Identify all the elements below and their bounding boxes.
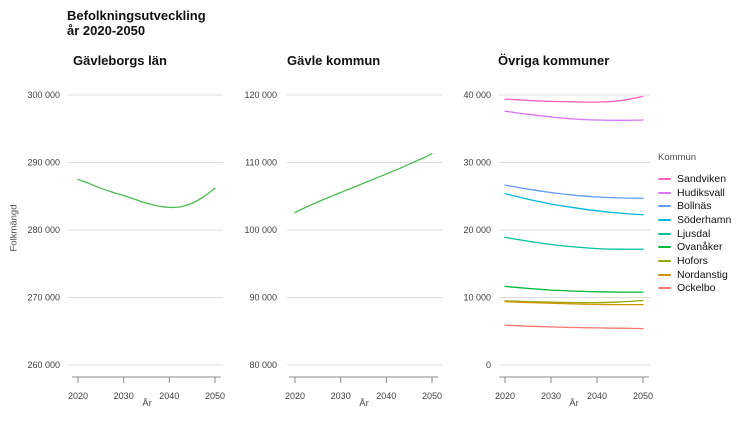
chart-main-title: Befolkningsutveckling år 2020-2050 [67,8,206,38]
series-line-hudiksvall [504,110,644,121]
legend-item: Ljusdal [658,227,731,241]
series-line-hofors [504,299,644,304]
x-tick-label: 2050 [205,391,225,401]
legend-item: Söderhamn [658,213,731,227]
x-tick-label: 2020 [285,391,305,401]
x-axis-title-panel-3: År [569,398,579,409]
series-line-s-derhamn [504,192,644,216]
legend-label: Söderhamn [677,213,732,226]
x-tick-label: 2020 [495,391,515,401]
legend-label: Nordanstig [677,268,728,281]
x-axis-title-panel-1: År [142,398,152,409]
legend-swatch-icon [658,259,671,262]
x-tick-label: 2030 [114,391,134,401]
y-tick-label: 300 000 [27,90,60,100]
y-tick-label: 0 [486,360,491,370]
x-tick-label: 2050 [422,391,442,401]
series-line-ovan-ker [504,285,644,293]
legend-item: Nordanstig [658,268,731,282]
series-line-g-vle-kommun [294,153,433,214]
x-tick-label: 2040 [587,391,607,401]
series-line-sandviken [504,95,644,103]
legend-label: Bollnäs [677,200,712,213]
series-line-g-vleborgs-l-n [77,178,216,209]
legend-items: Sandviken Hudiksvall Bollnäs Söderhamn Ljusd… [658,172,731,295]
y-tick-label: 120 000 [244,90,277,100]
y-tick-label: 20 000 [463,225,491,235]
panel-title-gavle-kommun: Gävle kommun [287,53,381,68]
x-tick-label: 2040 [376,391,396,401]
legend-label: Sandviken [677,172,727,185]
y-tick-label: 100 000 [244,225,277,235]
panel-title-ovriga-kommuner: Övriga kommuner [498,53,610,68]
legend-label: Ljusdal [677,227,711,240]
y-tick-label: 290 000 [27,158,60,168]
legend-item: Bollnäs [658,199,731,213]
legend-item: Ovanåker [658,240,731,254]
series-line-nordanstig [504,300,644,306]
x-tick-label: 2030 [331,391,351,401]
legend-swatch-icon [658,246,671,249]
legend-item: Hudiksvall [658,186,731,200]
series-line-bolln-s [504,184,644,199]
y-tick-label: 80 000 [249,360,277,370]
legend: Kommun Sandviken Hudiksvall Bollnäs Söderha… [658,152,731,295]
legend-item: Ockelbo [658,282,731,296]
x-tick-label: 2040 [159,391,179,401]
legend-swatch-icon [658,273,671,276]
y-tick-label: 90 000 [249,293,277,303]
legend-swatch-icon [658,287,671,290]
y-tick-label: 40 000 [463,90,491,100]
y-tick-label: 110 000 [245,158,277,168]
legend-item: Hofors [658,254,731,268]
series-line-ockelbo [504,324,644,330]
series-line-ljusdal [504,236,644,250]
legend-label: Hudiksvall [677,186,725,199]
y-tick-label: 260 000 [27,360,60,370]
panel-title-gavleborgs-lan: Gävleborgs län [73,53,167,68]
legend-item: Sandviken [658,172,731,186]
legend-swatch-icon [658,191,671,194]
y-tick-label: 270 000 [27,293,60,303]
x-tick-label: 2050 [633,391,653,401]
y-tick-label: 10 000 [463,293,491,303]
legend-swatch-icon [658,205,671,208]
x-tick-label: 2020 [68,391,88,401]
legend-swatch-icon [658,177,671,180]
x-axis-title-panel-2: År [359,398,369,409]
legend-label: Ovanåker [677,241,723,254]
legend-label: Hofors [677,254,708,267]
legend-swatch-icon [658,232,671,235]
y-tick-label: 30 000 [463,158,491,168]
legend-label: Ockelbo [677,282,716,295]
x-tick-label: 2030 [541,391,561,401]
y-tick-label: 280 000 [27,225,60,235]
legend-swatch-icon [658,218,671,221]
legend-title: Kommun [658,152,697,163]
